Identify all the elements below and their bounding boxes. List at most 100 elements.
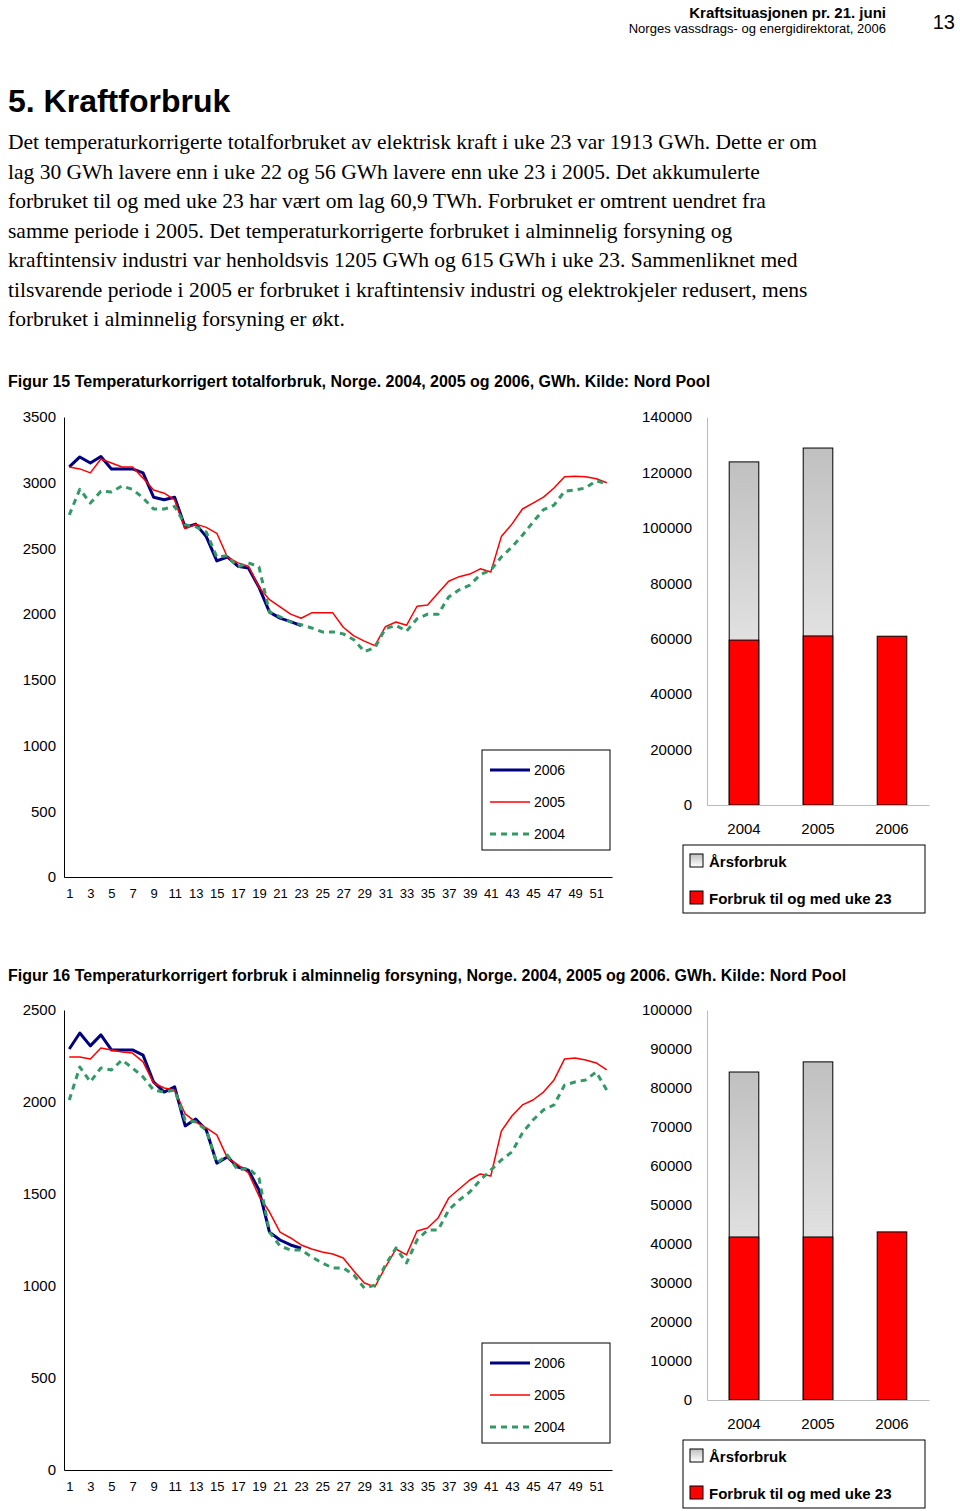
tick-label: 120000 bbox=[642, 464, 692, 481]
tick: 39 bbox=[463, 877, 477, 901]
tick: 29 bbox=[358, 1470, 372, 1494]
legend-swatch bbox=[490, 1394, 530, 1396]
legend: ÅrsforbrukForbruk til og med uke 23 bbox=[683, 845, 925, 913]
axis-line bbox=[708, 805, 930, 806]
tick-label: 39 bbox=[463, 886, 477, 901]
tick-label: 47 bbox=[547, 1479, 561, 1494]
tick: 9 bbox=[150, 1470, 157, 1494]
tick-label: 2004 bbox=[727, 1415, 760, 1432]
tick: 0 bbox=[684, 1391, 707, 1408]
plot-area bbox=[69, 456, 606, 651]
paragraph-line: kraftintensiv industri var henholdsvis 1… bbox=[8, 248, 798, 272]
tick-label: 70000 bbox=[650, 1118, 692, 1135]
tick: 7 bbox=[129, 877, 136, 901]
tick: 35 bbox=[421, 877, 435, 901]
y-axis: 05001000150020002500 bbox=[23, 1001, 65, 1478]
tick: 43 bbox=[505, 877, 519, 901]
tick: 20000 bbox=[650, 741, 707, 758]
tick-label: 1 bbox=[66, 1479, 73, 1494]
tick-label: 100000 bbox=[642, 519, 692, 536]
tick: 13 bbox=[189, 1470, 203, 1494]
background bbox=[0, 0, 960, 1511]
tick: 10000 bbox=[650, 1352, 707, 1369]
tick-label: 5 bbox=[108, 1479, 115, 1494]
tick-label: 0 bbox=[684, 1391, 692, 1408]
tick-label: 20000 bbox=[650, 1313, 692, 1330]
tick: 37 bbox=[442, 877, 456, 901]
tick-label: 35 bbox=[421, 886, 435, 901]
tick-label: 2500 bbox=[23, 540, 56, 557]
bar-chart: 0100002000030000400005000060000700008000… bbox=[642, 1001, 930, 1508]
tick: 20000 bbox=[650, 1313, 707, 1330]
legend-swatch bbox=[490, 801, 530, 803]
tick: 80000 bbox=[650, 1079, 707, 1096]
y-axis: 0100002000030000400005000060000700008000… bbox=[642, 1001, 708, 1408]
tick-label: 60000 bbox=[650, 630, 692, 647]
tick-label: 1000 bbox=[23, 1277, 56, 1294]
figure-caption: Figur 16 Temperaturkorrigert forbruk i a… bbox=[8, 967, 846, 984]
tick: 1500 bbox=[23, 1185, 64, 1202]
series-line bbox=[69, 481, 606, 652]
tick-label: 25 bbox=[315, 886, 329, 901]
axis-line bbox=[708, 1400, 930, 1401]
tick: 29 bbox=[358, 877, 372, 901]
paragraph-line: samme periode i 2005. Det temperaturkorr… bbox=[8, 219, 732, 243]
tick: 23 bbox=[294, 1470, 308, 1494]
axis-line bbox=[65, 877, 613, 878]
tick: 2005 bbox=[801, 805, 834, 837]
tick: 3 bbox=[87, 877, 94, 901]
tick-label: 5 bbox=[108, 886, 115, 901]
tick-label: 23 bbox=[294, 1479, 308, 1494]
tick: 15 bbox=[210, 1470, 224, 1494]
plot-area bbox=[729, 1062, 907, 1400]
legend-box bbox=[482, 750, 610, 850]
legend: ÅrsforbrukForbruk til og med uke 23 bbox=[683, 1440, 925, 1508]
tick: 2500 bbox=[23, 540, 64, 557]
tick-label: 0 bbox=[48, 868, 56, 885]
tick: 30000 bbox=[650, 1274, 707, 1291]
tick: 3500 bbox=[23, 408, 64, 425]
tick-label: 3500 bbox=[23, 408, 56, 425]
legend-label: Forbruk til og med uke 23 bbox=[709, 890, 892, 907]
tick-label: 2000 bbox=[23, 605, 56, 622]
tick: 45 bbox=[526, 877, 540, 901]
tick: 33 bbox=[400, 877, 414, 901]
legend-swatch bbox=[690, 891, 703, 904]
tick: 15 bbox=[210, 877, 224, 901]
legend-swatch bbox=[490, 1362, 530, 1365]
tick: 0 bbox=[48, 868, 64, 885]
tick-label: 45 bbox=[526, 886, 540, 901]
series-line bbox=[69, 459, 606, 646]
section-heading: 5. Kraftforbruk bbox=[8, 83, 230, 119]
y-axis: 0500100015002000250030003500 bbox=[23, 408, 65, 885]
legend-swatch bbox=[690, 1449, 703, 1462]
tick-label: 2500 bbox=[23, 1001, 56, 1018]
tick: 5 bbox=[108, 1470, 115, 1494]
tick: 11 bbox=[168, 877, 182, 901]
tick: 120000 bbox=[642, 464, 707, 481]
tick: 19 bbox=[252, 877, 266, 901]
tick: 100000 bbox=[642, 1001, 707, 1018]
tick: 27 bbox=[337, 1470, 351, 1494]
paragraph-line: forbruket i alminnelig forsyning er økt. bbox=[8, 307, 345, 331]
tick: 21 bbox=[273, 877, 287, 901]
legend: 200620052004 bbox=[482, 1343, 610, 1443]
legend-label: Forbruk til og med uke 23 bbox=[709, 1485, 892, 1502]
tick: 33 bbox=[400, 1470, 414, 1494]
bar bbox=[729, 1237, 759, 1400]
tick-label: 25 bbox=[315, 1479, 329, 1494]
axis-line bbox=[64, 1011, 65, 1471]
tick: 5 bbox=[108, 877, 115, 901]
tick-label: 39 bbox=[463, 1479, 477, 1494]
x-axis: 200420052006 bbox=[708, 805, 930, 837]
tick: 2006 bbox=[875, 805, 908, 837]
tick-label: 80000 bbox=[650, 575, 692, 592]
tick-label: 13 bbox=[189, 886, 203, 901]
tick-label: 33 bbox=[400, 886, 414, 901]
tick: 51 bbox=[589, 1470, 603, 1494]
tick-label: 2006 bbox=[875, 820, 908, 837]
series-line bbox=[69, 1060, 606, 1288]
tick: 2500 bbox=[23, 1001, 64, 1018]
bar bbox=[803, 448, 833, 805]
tick-label: 30000 bbox=[650, 1274, 692, 1291]
